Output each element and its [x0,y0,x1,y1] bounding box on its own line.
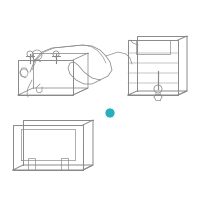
Circle shape [105,108,115,118]
